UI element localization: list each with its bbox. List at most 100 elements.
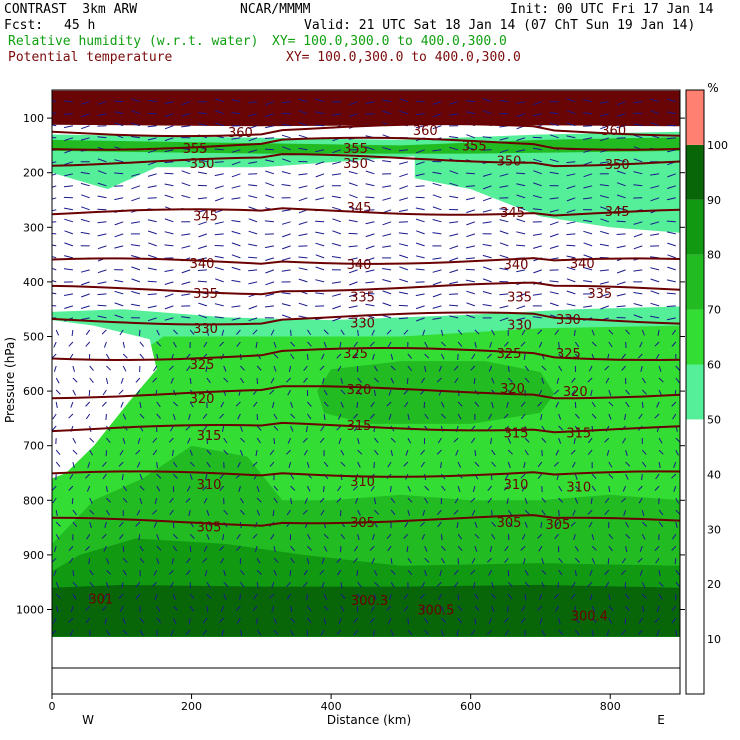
wind-vector (608, 401, 614, 407)
wind-vector (600, 293, 609, 298)
wind-vector (206, 449, 212, 455)
wind-vector (625, 605, 630, 612)
wind-vector (650, 302, 660, 307)
wind-vector (399, 98, 409, 103)
wind-vector (457, 617, 462, 624)
wind-vector (558, 365, 563, 372)
wind-vector (398, 209, 408, 212)
wind-vector (650, 278, 660, 283)
wind-vector (121, 474, 124, 481)
wind-vector (118, 389, 124, 395)
wind-vector (239, 630, 243, 637)
org-label: NCAR/MMMM (240, 2, 311, 17)
wind-vector (348, 269, 358, 274)
wind-vector (641, 533, 646, 540)
wind-vector (553, 461, 559, 467)
wind-vector (185, 629, 191, 635)
wind-vector (101, 401, 107, 407)
wind-vector (574, 570, 577, 577)
wind-vector (549, 158, 559, 163)
wind-vector (219, 413, 225, 419)
wind-vector (235, 401, 241, 407)
wind-vector (273, 365, 277, 372)
wind-vector (81, 113, 90, 118)
wind-vector (482, 136, 492, 139)
wind-vector (666, 149, 676, 153)
wind-vector (114, 197, 124, 201)
wind-vector (273, 569, 277, 576)
wind-vector (270, 329, 275, 336)
wind-vector (118, 521, 124, 528)
wind-vector (147, 125, 157, 128)
wind-vector (624, 582, 627, 589)
wind-vector (623, 509, 627, 516)
wind-vector (453, 365, 459, 371)
wind-vector (97, 101, 107, 105)
wind-vector (538, 594, 543, 600)
contour-label: 340 (504, 258, 529, 273)
wind-vector (532, 147, 542, 151)
wind-vector (453, 509, 459, 515)
wind-vector (566, 209, 576, 214)
wind-vector (348, 305, 358, 309)
wind-vector (52, 124, 57, 127)
wind-vector (72, 365, 75, 372)
colorbar-cell (686, 309, 704, 365)
wind-vector (372, 353, 375, 360)
wind-vector (365, 303, 375, 307)
wind-vector (558, 497, 564, 503)
wind-vector (457, 329, 463, 335)
wind-vector (164, 194, 174, 199)
colorbar-cell (686, 199, 704, 255)
wind-vector (52, 221, 57, 223)
wind-vector (139, 629, 144, 636)
wind-vector (52, 317, 57, 319)
wind-vector (170, 629, 174, 636)
wind-vector (499, 208, 509, 211)
wind-vector (675, 377, 680, 384)
wind-vector (353, 413, 358, 419)
wind-vector (353, 341, 358, 348)
wind-vector (405, 449, 409, 456)
wind-vector (398, 291, 409, 295)
wind-vector (281, 158, 291, 163)
wind-vector (188, 618, 191, 625)
wind-vector (558, 437, 562, 444)
wind-vector (616, 194, 626, 199)
wind-vector (219, 473, 225, 480)
wind-vector (164, 137, 174, 142)
theta-contour-335 (52, 281, 680, 296)
wind-vector (616, 305, 626, 308)
wind-vector (432, 317, 442, 320)
wind-vector (637, 485, 643, 491)
wind-vector (382, 221, 392, 226)
wind-vector (69, 473, 74, 480)
wind-vector (102, 389, 107, 396)
wind-vector (415, 113, 425, 116)
wind-vector (80, 101, 90, 105)
wind-vector (154, 497, 158, 505)
wind-vector (655, 473, 660, 480)
wind-vector (675, 509, 680, 515)
wind-vector (533, 158, 542, 163)
wind-vector (185, 497, 191, 503)
wind-vector (523, 461, 526, 469)
wind-vector (666, 305, 676, 307)
wind-vector (52, 305, 57, 307)
wind-vector (306, 329, 312, 336)
wind-vector (625, 533, 631, 539)
wind-vector (153, 569, 158, 576)
wind-vector (273, 629, 279, 635)
rh-top-layer (52, 90, 680, 127)
wind-vector (403, 389, 409, 395)
wind-vector (591, 630, 594, 637)
wind-vector (119, 533, 124, 540)
wind-vector (52, 425, 57, 431)
wind-vector (549, 197, 559, 200)
wind-vector (390, 377, 395, 384)
wind-vector (449, 245, 459, 250)
wind-vector (416, 317, 425, 322)
wind-vector (189, 401, 194, 408)
wind-vector (223, 581, 229, 587)
wind-vector (138, 534, 141, 541)
